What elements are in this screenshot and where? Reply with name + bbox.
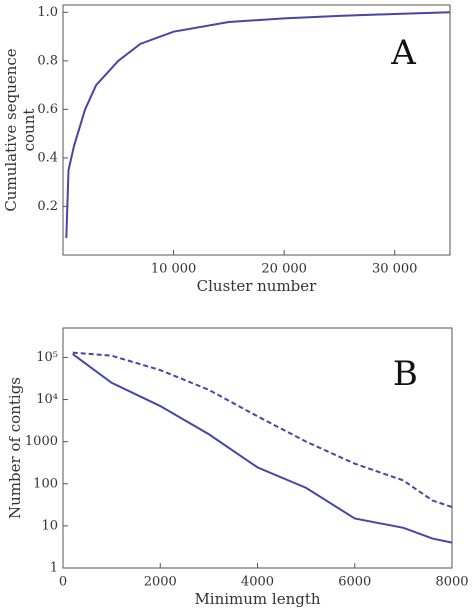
y-tick-label: 0.4 [37,150,58,165]
y-tick-label: 100 [33,476,58,491]
y-tick-label: 10 [41,518,58,533]
y-axis-label: Cumulative sequence [2,48,20,211]
panel-label: B [393,354,418,394]
x-tick-label: 10 000 [151,262,197,277]
x-tick-label: 0 [59,575,67,590]
x-tick-label: 2000 [144,575,177,590]
plot-frame [62,4,451,256]
y-tick-label: 1 [50,561,58,576]
data-line [72,351,453,509]
x-tick-label: 6000 [338,575,371,590]
y-tick-label: 0.6 [37,102,58,117]
y-axis-label: count [20,109,38,152]
x-tick-label: 4000 [241,575,274,590]
data-line [65,11,451,239]
x-tick-label: 30 000 [372,262,418,277]
data-line [72,353,453,544]
x-axis-label: Cluster number [197,277,318,295]
y-tick-label: 10⁵ [36,350,58,365]
x-tick-label: 20 000 [261,262,307,277]
y-tick-label: 10⁴ [36,392,58,407]
x-axis-label: Minimum length [194,590,320,608]
y-tick-label: 0.2 [37,199,58,214]
x-tick-label: 8000 [435,575,468,590]
panel-label: A [390,33,416,73]
y-axis-label: Number of contigs [6,377,24,519]
y-tick-label: 1.0 [37,5,58,20]
y-tick-label: 1000 [25,434,58,449]
y-tick-label: 0.8 [37,53,58,68]
